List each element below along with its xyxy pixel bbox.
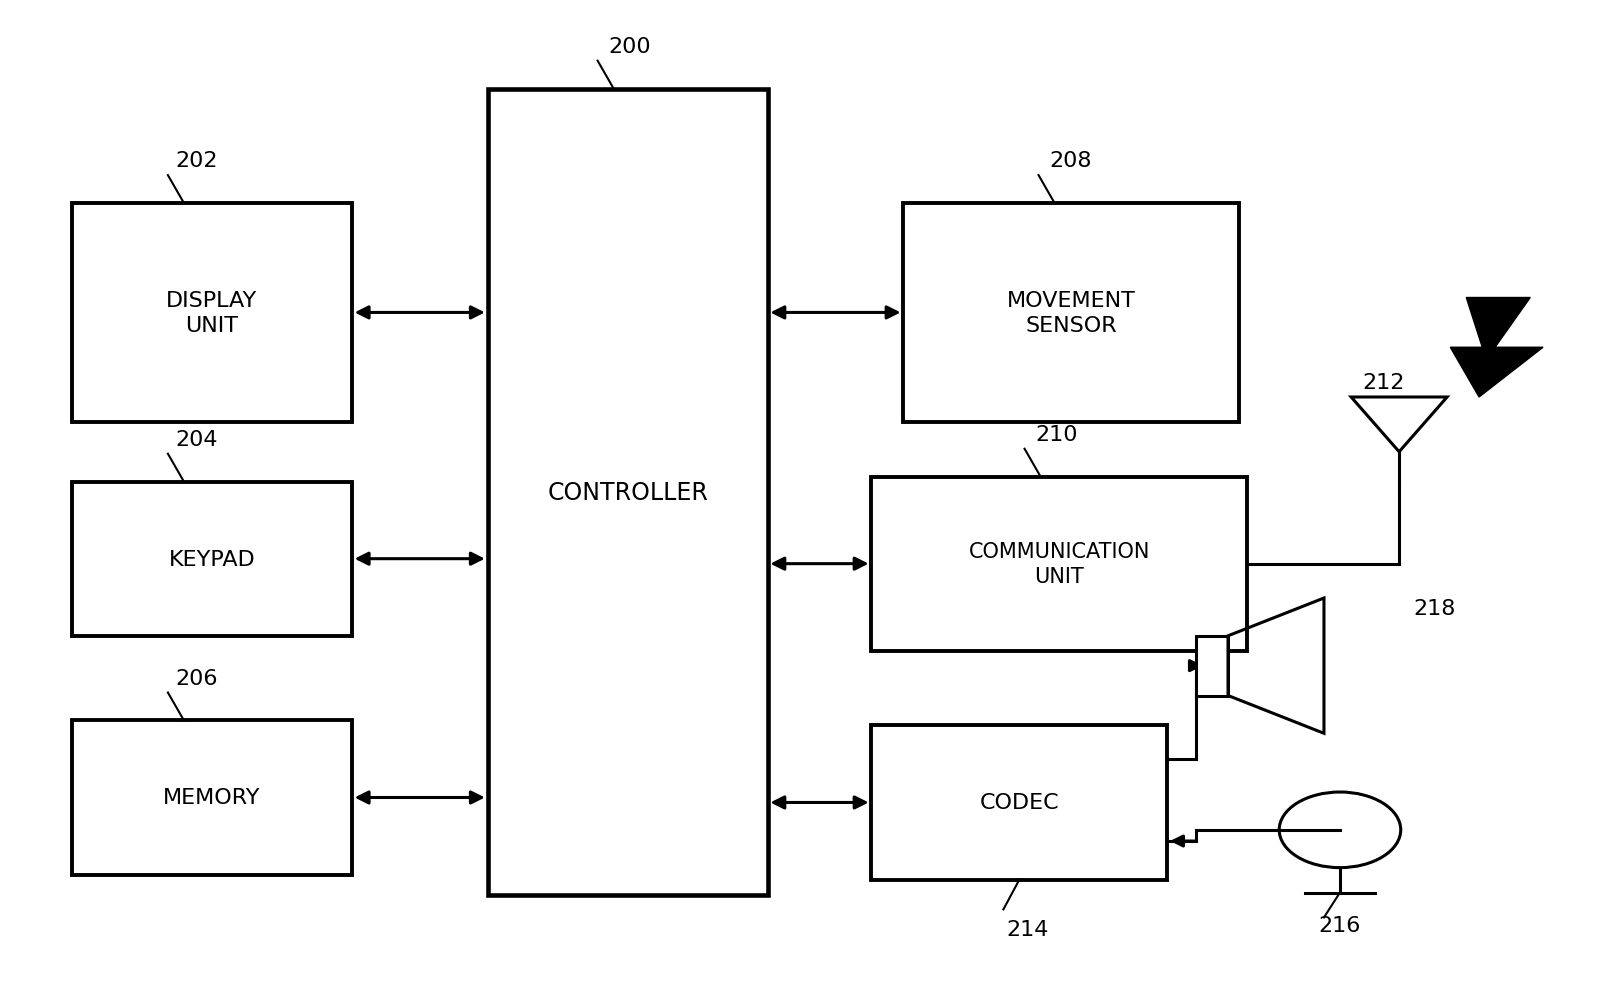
Bar [871, 477, 1247, 651]
Text: 214: 214 [1006, 919, 1049, 939]
Text: CONTROLLER: CONTROLLER [547, 480, 708, 504]
Text: 202: 202 [176, 151, 217, 171]
Polygon shape [1450, 298, 1543, 398]
Bar [72, 482, 352, 636]
Bar [72, 204, 352, 422]
Text: 208: 208 [1049, 151, 1092, 171]
Bar [488, 89, 768, 895]
Text: COMMUNICATION
UNIT: COMMUNICATION UNIT [969, 542, 1150, 586]
Text: DISPLAY
UNIT: DISPLAY UNIT [166, 290, 257, 336]
Text: 204: 204 [176, 429, 217, 449]
Text: 216: 216 [1319, 915, 1361, 935]
Text: MOVEMENT
SENSOR: MOVEMENT SENSOR [1007, 290, 1135, 336]
Bar [903, 204, 1239, 422]
Text: 212: 212 [1362, 373, 1404, 393]
Text: KEYPAD: KEYPAD [168, 549, 256, 570]
Text: MEMORY: MEMORY [163, 787, 261, 808]
Bar [72, 721, 352, 875]
Text: CODEC: CODEC [980, 792, 1059, 813]
Text: 200: 200 [608, 37, 651, 57]
Bar [1196, 636, 1228, 696]
Text: 218: 218 [1414, 598, 1455, 618]
Bar [871, 726, 1167, 880]
Text: 206: 206 [176, 668, 217, 688]
Text: 210: 210 [1035, 424, 1078, 444]
